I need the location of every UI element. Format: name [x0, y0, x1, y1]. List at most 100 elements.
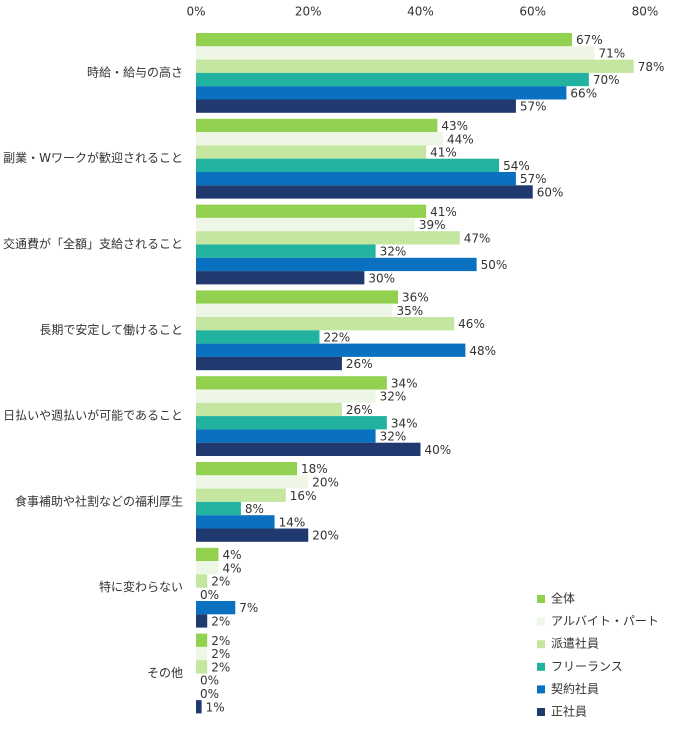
bar [196, 547, 219, 562]
category-label: 交通費が「全額」支給されること [3, 236, 183, 251]
bar [196, 700, 202, 714]
bar [196, 185, 533, 199]
value-label: 34% [391, 416, 418, 430]
bar [196, 59, 634, 73]
value-label: 57% [520, 100, 547, 114]
category-label: 副業・Wワークが歓迎されること [3, 150, 183, 165]
value-label: 32% [380, 245, 407, 259]
value-label: 4% [222, 548, 241, 562]
legend-swatch [537, 708, 545, 716]
value-label: 44% [447, 132, 474, 146]
value-label: 1% [206, 700, 225, 714]
value-label: 36% [402, 291, 429, 305]
value-label: 41% [430, 146, 457, 160]
bar [196, 343, 466, 357]
bar [196, 145, 427, 159]
bar [196, 257, 477, 272]
value-label: 0% [200, 588, 219, 602]
value-label: 4% [222, 561, 241, 575]
value-label: 30% [368, 271, 395, 285]
bar [196, 217, 415, 232]
bar [196, 402, 342, 417]
bar [196, 429, 376, 443]
x-tick-label: 60% [519, 5, 546, 19]
value-label: 0% [200, 687, 219, 701]
value-label: 41% [430, 205, 457, 219]
value-label: 32% [380, 390, 407, 404]
legend-swatch [537, 617, 545, 626]
value-label: 71% [598, 46, 625, 60]
bar [196, 303, 393, 317]
bar [196, 244, 376, 258]
legend-label: 契約社員 [551, 681, 599, 696]
category-label: 日払いや週払いが可能であること [3, 408, 183, 423]
value-label: 18% [301, 462, 328, 476]
bar [196, 574, 208, 588]
value-label: 34% [391, 376, 418, 390]
bar [196, 317, 455, 331]
value-label: 67% [576, 33, 603, 47]
bar [196, 99, 516, 113]
bar [196, 172, 516, 186]
legend-label: 正社員 [551, 704, 587, 719]
bar [196, 290, 399, 304]
bar [196, 633, 208, 647]
legend-swatch [537, 662, 545, 671]
bar [196, 231, 460, 245]
bar [196, 118, 438, 133]
value-label: 57% [520, 172, 547, 186]
legend-label: アルバイト・パート [551, 614, 659, 628]
value-label: 2% [211, 575, 230, 589]
value-label: 20% [312, 475, 339, 489]
bar [196, 389, 376, 403]
value-label: 2% [211, 660, 230, 674]
value-label: 40% [425, 443, 452, 457]
x-tick-label: 0% [186, 5, 205, 19]
value-label: 35% [396, 304, 423, 318]
value-label: 0% [200, 674, 219, 688]
value-label: 26% [346, 357, 373, 371]
bar [196, 204, 427, 218]
bar [196, 330, 320, 344]
value-label: 26% [346, 403, 373, 417]
value-label: 20% [312, 529, 339, 543]
bar [196, 376, 387, 390]
legend-label: 全体 [551, 591, 575, 606]
bar [196, 158, 500, 172]
value-label: 46% [458, 317, 485, 331]
value-label: 50% [481, 258, 508, 272]
value-label: 22% [323, 330, 350, 344]
value-label: 60% [537, 185, 564, 199]
category-label: 時給・給与の高さ [87, 64, 183, 79]
bar [196, 561, 219, 575]
bar [196, 132, 443, 146]
bar [196, 462, 298, 476]
x-tick-label: 80% [632, 5, 659, 19]
bar [196, 488, 286, 502]
legend-label: 派遣社員 [551, 636, 599, 651]
legend-swatch [537, 685, 545, 694]
value-label: 14% [279, 515, 306, 529]
bar [196, 601, 236, 615]
x-tick-label: 40% [407, 5, 434, 19]
value-label: 7% [239, 601, 258, 615]
value-label: 54% [503, 159, 530, 173]
bar [196, 271, 365, 285]
category-label: その他 [147, 666, 183, 680]
bar [196, 46, 595, 60]
value-label: 2% [211, 614, 230, 628]
bar [196, 614, 208, 628]
value-label: 66% [570, 86, 597, 100]
bar [196, 442, 421, 456]
bar [196, 72, 589, 87]
bar [196, 86, 567, 100]
value-label: 2% [211, 647, 230, 661]
bar [196, 515, 275, 529]
bar [196, 475, 309, 489]
value-label: 8% [245, 502, 264, 516]
value-label: 32% [380, 430, 407, 444]
value-label: 43% [441, 119, 468, 133]
value-label: 78% [638, 60, 665, 74]
legend-swatch [537, 595, 545, 603]
